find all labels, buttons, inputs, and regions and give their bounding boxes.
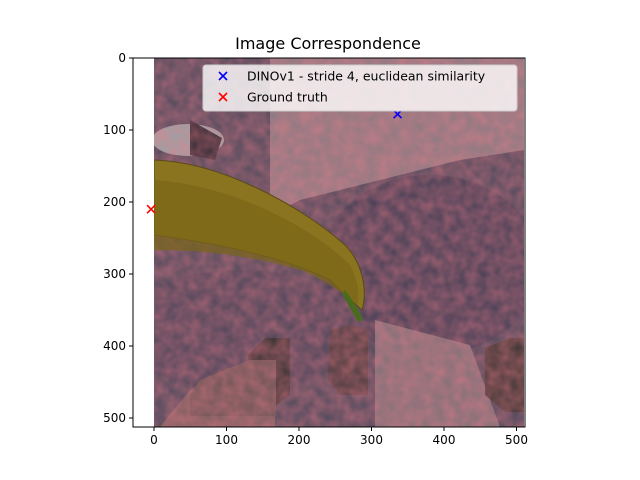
legend-box bbox=[202, 64, 518, 112]
x-tick-label: 400 bbox=[433, 433, 456, 447]
chart-title: Image Correspondence bbox=[235, 34, 421, 53]
legend: DINOv1 - stride 4, euclidean similarity G… bbox=[202, 64, 518, 112]
legend-item: Ground truth bbox=[218, 90, 328, 105]
axes-frame bbox=[132, 57, 526, 428]
y-tick-label: 0 bbox=[118, 51, 126, 65]
y-axis: 0 100 200 300 400 500 bbox=[103, 51, 133, 425]
x-tick-label: 300 bbox=[360, 433, 383, 447]
y-tick-label: 200 bbox=[103, 195, 126, 209]
x-axis: 0 100 200 300 400 500 bbox=[150, 427, 528, 447]
x-tick-label: 200 bbox=[288, 433, 311, 447]
y-tick-label: 400 bbox=[103, 339, 126, 353]
y-tick-label: 100 bbox=[103, 123, 126, 137]
x-tick-label: 0 bbox=[150, 433, 158, 447]
x-tick-label: 100 bbox=[215, 433, 238, 447]
image-background bbox=[154, 58, 524, 427]
legend-label: DINOv1 - stride 4, euclidean similarity bbox=[247, 69, 486, 84]
legend-item: DINOv1 - stride 4, euclidean similarity bbox=[218, 69, 486, 84]
ground-truth-marker bbox=[146, 204, 156, 214]
y-tick-label: 500 bbox=[103, 411, 126, 425]
x-tick-label: 500 bbox=[505, 433, 528, 447]
legend-label: Ground truth bbox=[247, 90, 328, 105]
y-tick-label: 300 bbox=[103, 267, 126, 281]
